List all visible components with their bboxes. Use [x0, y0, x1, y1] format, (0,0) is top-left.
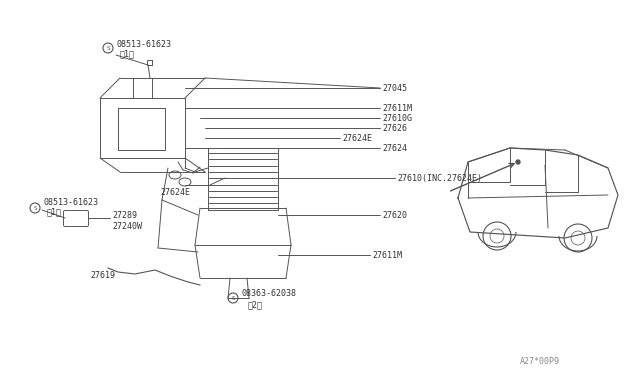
Text: 08513-61623: 08513-61623	[43, 198, 98, 206]
Text: 27624: 27624	[382, 144, 407, 153]
Text: 27240W: 27240W	[112, 221, 142, 231]
Text: 27611M: 27611M	[382, 103, 412, 112]
Text: 27620: 27620	[382, 211, 407, 219]
Text: A27*00P9: A27*00P9	[520, 357, 560, 366]
Circle shape	[516, 160, 520, 164]
Text: （2）: （2）	[248, 301, 263, 310]
Text: 08363-62038: 08363-62038	[241, 289, 296, 298]
Text: 27624E: 27624E	[342, 134, 372, 142]
Text: 27045: 27045	[382, 83, 407, 93]
Text: 27619: 27619	[90, 272, 115, 280]
Text: 27610(INC.27624E): 27610(INC.27624E)	[397, 173, 482, 183]
Text: 27611M: 27611M	[372, 250, 402, 260]
Text: 27289: 27289	[112, 211, 137, 219]
Text: 27626: 27626	[382, 124, 407, 132]
Text: 27610G: 27610G	[382, 113, 412, 122]
Text: 08513-61623: 08513-61623	[116, 39, 171, 48]
Text: （1）: （1）	[120, 49, 135, 58]
Text: S: S	[33, 205, 37, 211]
Text: 27624E: 27624E	[160, 187, 190, 196]
Text: S: S	[231, 295, 235, 301]
Text: S: S	[106, 45, 110, 51]
Text: （1）: （1）	[47, 208, 62, 217]
